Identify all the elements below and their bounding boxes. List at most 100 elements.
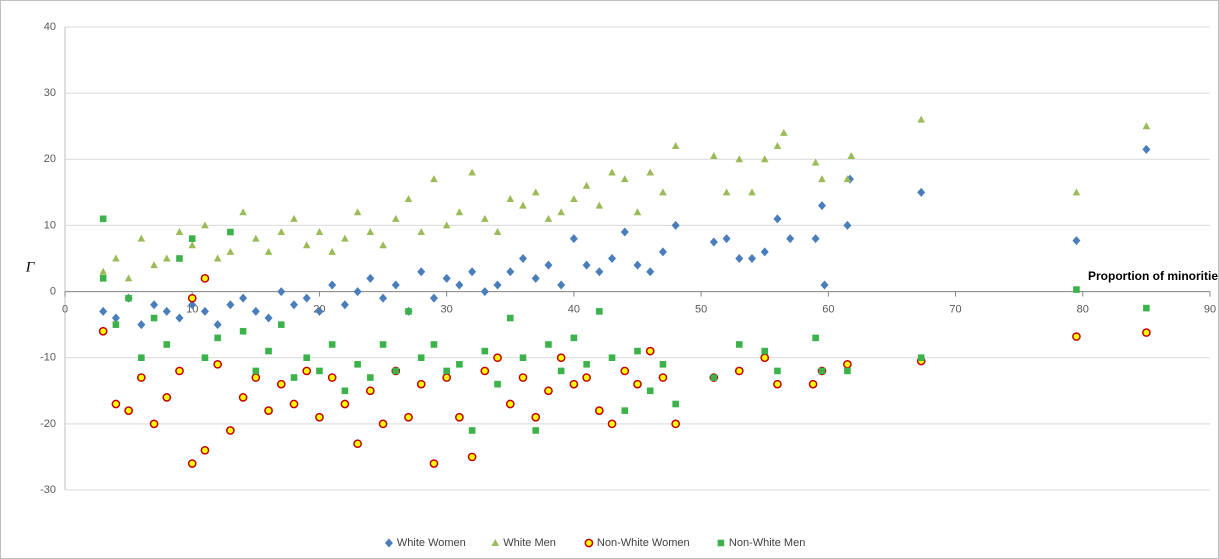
point [290,374,298,381]
point [843,359,852,369]
y-tick-label: 0 [50,285,56,297]
point [328,280,337,290]
point [125,294,132,302]
point [213,320,222,330]
point [455,208,464,216]
point [582,260,591,270]
point [353,208,362,216]
point [290,300,298,310]
point [1142,328,1151,337]
y-tick-label: 10 [44,219,56,231]
point [430,175,438,183]
point [214,334,221,342]
point [506,194,515,202]
point [620,175,629,183]
point [760,247,769,257]
point [1072,188,1081,196]
legend-label: White Women [397,537,466,549]
point [847,151,856,159]
point [379,241,387,249]
point [481,214,489,222]
y-tick-label: 40 [44,21,56,33]
x-tick-label: 30 [441,303,453,315]
point [519,201,527,209]
point [379,293,388,303]
point [917,187,926,197]
point [710,151,718,159]
legend-marker [584,538,594,548]
point [187,459,197,468]
point [200,306,209,316]
y-tick-label: 20 [44,153,56,165]
point [226,426,235,435]
legend-label: White Men [503,537,556,549]
point [843,175,852,183]
point [111,399,121,409]
point [442,373,452,382]
point [379,341,387,348]
point [761,347,769,355]
point [468,168,476,176]
point [238,393,248,402]
point [582,373,591,382]
point [378,419,388,429]
point [658,373,668,382]
point [596,308,603,315]
point [1143,304,1150,312]
point [659,361,667,368]
point [531,273,540,283]
legend-marker [384,538,393,548]
point [98,326,108,336]
point [480,287,489,297]
point [646,168,655,176]
point [239,293,248,303]
point [734,366,744,376]
point [405,308,412,315]
point [722,234,731,244]
point [112,254,120,262]
point [365,386,375,396]
point [818,175,826,183]
point [430,341,438,348]
point [582,181,591,189]
point [188,241,197,249]
point [633,208,642,216]
point [544,214,553,222]
point [917,354,925,362]
point [557,208,565,216]
point [99,275,107,282]
point [99,215,107,223]
point [429,293,438,303]
point [1073,286,1080,293]
point [773,379,782,389]
point [277,287,286,297]
point [748,188,756,196]
point [494,380,501,388]
point [1072,236,1081,246]
point [341,234,349,242]
point [633,260,642,270]
point [518,373,528,382]
point [315,412,324,422]
point [811,158,820,166]
point [162,306,171,316]
point [99,267,107,275]
point [175,313,184,323]
point [276,379,286,389]
x-tick-label: 80 [1077,303,1089,315]
point [505,399,515,409]
y-tick-label: -20 [40,418,56,430]
point [544,260,553,270]
point [709,237,718,247]
point [786,234,795,244]
point [1142,144,1151,154]
point [780,128,788,136]
point [188,235,196,242]
point [227,228,234,236]
point [1072,332,1081,341]
point [366,228,375,236]
point [239,327,247,335]
point [187,293,197,303]
